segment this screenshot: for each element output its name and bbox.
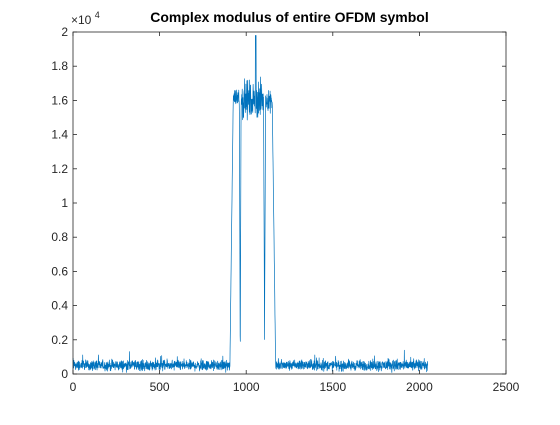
x-tick-label: 1000 <box>233 380 260 394</box>
y-tick-label: 1.8 <box>51 59 68 73</box>
x-tick-label: 2000 <box>406 380 433 394</box>
y-tick-label: 1.2 <box>51 162 68 176</box>
y-axis-exponent: ×10 4 <box>71 10 100 27</box>
axes-background <box>73 32 506 374</box>
x-tick-label: 0 <box>70 380 77 394</box>
y-tick-label: 2 <box>61 25 68 39</box>
y-tick-label: 1.4 <box>51 128 68 142</box>
y-tick-label: 0.2 <box>51 333 68 347</box>
plot-layer <box>72 35 429 373</box>
y-axis-exponent-base: ×10 <box>71 13 92 27</box>
series-line <box>72 35 429 373</box>
x-axis-ticks: 0 500 1000 1500 2000 2500 <box>70 32 520 394</box>
y-tick-label: 0.4 <box>51 299 68 313</box>
y-tick-label: 0.6 <box>51 264 68 278</box>
x-tick-label: 1500 <box>319 380 346 394</box>
y-tick-label: 0.8 <box>51 230 68 244</box>
y-tick-label: 1 <box>61 196 68 210</box>
y-axis-exponent-power: 4 <box>95 10 100 20</box>
y-tick-label: 1.6 <box>51 93 68 107</box>
x-tick-label: 2500 <box>493 380 520 394</box>
chart-title: Complex modulus of entire OFDM symbol <box>150 9 428 25</box>
y-tick-label: 0 <box>61 367 68 381</box>
x-tick-label: 500 <box>150 380 170 394</box>
y-axis-ticks: 0 0.2 0.4 0.6 0.8 1 1.2 1.4 1.6 1.8 2 <box>51 25 506 381</box>
